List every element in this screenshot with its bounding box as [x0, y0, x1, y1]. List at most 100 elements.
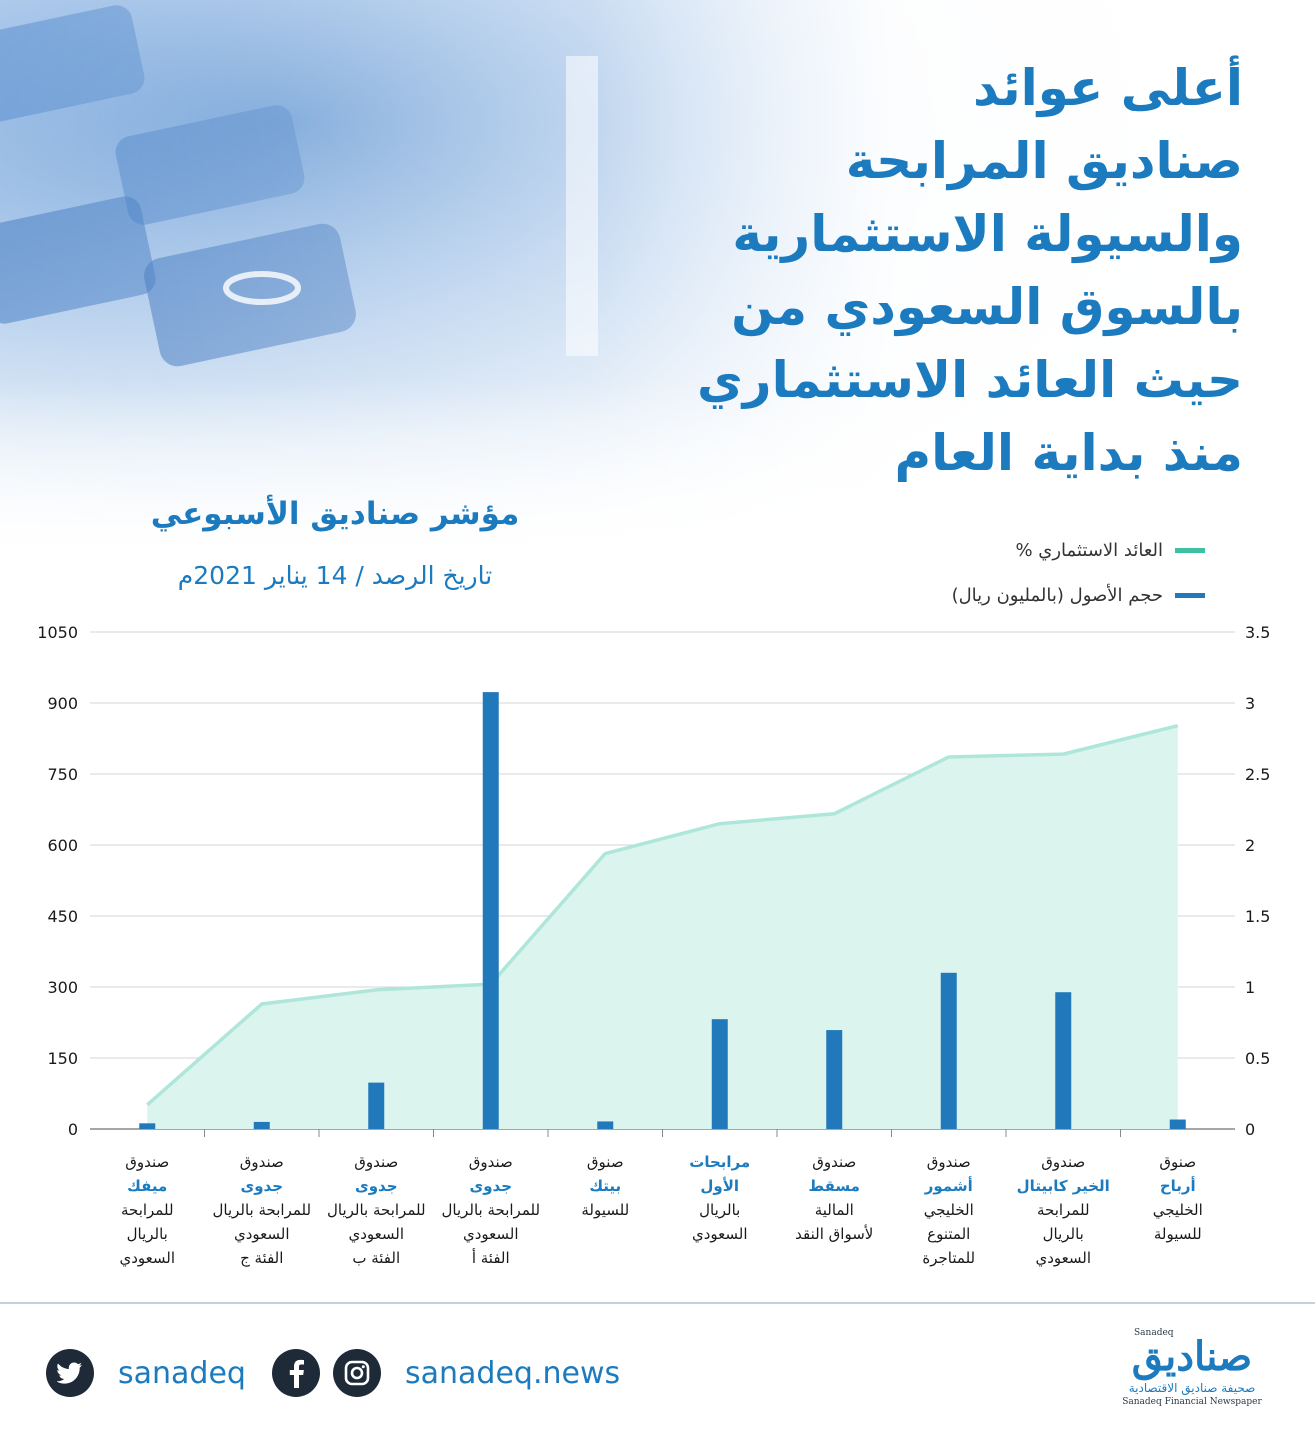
category-label-line: السعودي [1035, 1249, 1091, 1268]
category-label-line: صندوق [927, 1153, 971, 1171]
instagram-icon [333, 1349, 381, 1397]
category-label-line: جدوى [240, 1177, 283, 1195]
right-axis-tick-label: 3.5 [1245, 623, 1270, 642]
category-label-line: للمرابحة بالريال [441, 1201, 540, 1219]
left-axis-tick-label: 300 [47, 978, 78, 997]
category-label-line: الفئة ب [352, 1249, 400, 1267]
category-label-line: صندوق [125, 1153, 169, 1171]
left-axis-tick-label: 900 [47, 694, 78, 713]
legend-swatch-line [1175, 547, 1205, 553]
category-label-line: بالريال [699, 1201, 740, 1219]
hero-background [0, 0, 1315, 560]
title-line: أعلى عوائد [973, 59, 1243, 117]
title-line: بالسوق السعودي من [731, 278, 1243, 336]
facebook-link[interactable] [272, 1348, 320, 1398]
right-axis-tick-label: 2.5 [1245, 765, 1270, 784]
category-label-line: الخير كابيتال [1017, 1177, 1110, 1195]
category-label-line: الأول [700, 1177, 739, 1195]
category-label-line: للمتاجرة [922, 1249, 975, 1267]
category-label-line: بيتك [589, 1177, 621, 1195]
right-axis-tick-label: 3 [1245, 694, 1255, 713]
category-label-line: بالريال [1043, 1225, 1084, 1243]
category-label-line: الخليجي [924, 1201, 974, 1220]
left-axis-tick-label: 1050 [37, 623, 78, 642]
legend-swatch-bar [1175, 592, 1205, 598]
category-label-line: صندوق [812, 1153, 856, 1171]
category-label-line: الخليجي [1153, 1201, 1203, 1220]
legend-item-assets: حجم الأصول (بالمليون ريال) [952, 581, 1205, 609]
left-axis-tick-label: 150 [47, 1049, 78, 1068]
legend-label-return: العائد الاستثماري % [1015, 539, 1163, 561]
sanadeq-logo: Sanadeq صناديق صحيفة صناديق الاقتصادية S… [1112, 1328, 1272, 1418]
category-label-line: جدوى [469, 1177, 512, 1195]
category-label-line: السعودي [463, 1225, 519, 1244]
category-label-line: المتنوع [927, 1225, 970, 1243]
title-line: صناديق المرابحة [845, 132, 1243, 190]
left-axis-tick-label: 0 [68, 1120, 78, 1139]
right-axis-tick-label: 1.5 [1245, 907, 1270, 926]
category-label-line: للسيولة [581, 1201, 629, 1219]
legend-item-return: العائد الاستثماري % [952, 536, 1205, 564]
asset-bar [940, 972, 957, 1129]
category-label-line: للمرابحة [121, 1201, 174, 1219]
twitter-handle: sanadeq [118, 1355, 246, 1391]
twitter-icon [46, 1349, 94, 1397]
category-label: صنوق بيتك للسيولة [581, 1153, 629, 1219]
asset-bar [597, 1121, 614, 1129]
title-line: منذ بداية العام [894, 424, 1243, 482]
category-label-line: السعودي [119, 1249, 175, 1268]
funds-chart: 0 150 300 450 600 750 900 1050 0 0.5 1 1.5 2 2.5 3 3.5 ص… [37, 623, 1270, 1268]
category-label: صندوق مسقط المالية لأسواق النقد [795, 1153, 873, 1243]
category-label-line: للمرابحة بالريال [327, 1201, 426, 1219]
asset-bar [711, 1019, 728, 1129]
right-axis-tick-label: 0.5 [1245, 1049, 1270, 1068]
category-label-line: للمرابحة [1037, 1201, 1090, 1219]
category-label-line: بالريال [127, 1225, 168, 1243]
category-label-line: أشمور [924, 1176, 973, 1195]
logo-tagline-en: Sanadeq Financial Newspaper [1122, 1397, 1262, 1407]
asset-bar [139, 1123, 156, 1129]
left-axis-tick-label: 600 [47, 836, 78, 855]
footer-divider [0, 1302, 1315, 1304]
chart-legend: العائد الاستثماري % حجم الأصول (بالمليون… [952, 536, 1205, 626]
category-label-line: المالية [815, 1201, 854, 1219]
asset-bar [368, 1082, 385, 1129]
category-label: مرابحات الأول بالريال السعودي [689, 1153, 750, 1244]
right-axis-tick-label: 1 [1245, 978, 1255, 997]
category-label-line: مسقط [809, 1177, 860, 1195]
instagram-link[interactable]: sanadeq.news [333, 1348, 620, 1398]
page-title: أعلى عوائد صناديق المرابحة والسيولة الاس… [483, 52, 1243, 490]
category-label-line: الفئة ج [240, 1249, 283, 1268]
return-line [146, 724, 1179, 1107]
asset-bar [1169, 1119, 1186, 1129]
category-label-line: صندوق [469, 1153, 513, 1171]
category-label-line: مرابحات [689, 1153, 750, 1171]
category-label: صندوق جدوى للمرابحة بالريال السعودي الفئة ج [212, 1153, 311, 1268]
category-label-line: للسيولة [1154, 1225, 1202, 1243]
title-line: والسيولة الاستثمارية [732, 205, 1243, 263]
chart-subtitle: مؤشر صناديق الأسبوعي [150, 496, 520, 532]
logo-tagline-ar: صحيفة صناديق الاقتصادية [1128, 1381, 1256, 1395]
twitter-link[interactable]: sanadeq [46, 1348, 246, 1398]
category-label: صندوق ميفك للمرابحة بالريال السعودي [119, 1153, 175, 1268]
left-axis-tick-label: 750 [47, 765, 78, 784]
category-label: صندوق الخير كابيتال للمرابحة بالريال السعودي [1017, 1153, 1110, 1268]
category-label: صنوق أرباح الخليجي للسيولة [1153, 1153, 1203, 1243]
category-label-line: ميفك [127, 1177, 167, 1195]
legend-label-assets: حجم الأصول (بالمليون ريال) [951, 584, 1163, 606]
category-label-line: صندوق [1041, 1153, 1085, 1171]
category-label-line: أرباح [1160, 1176, 1196, 1195]
hero-fade-bottom [0, 380, 1315, 560]
category-label: صندوق جدوى للمرابحة بالريال السعودي الفئة أ [441, 1153, 540, 1267]
facebook-icon [272, 1349, 320, 1397]
category-label-line: جدوى [355, 1177, 398, 1195]
logo-en-mark: Sanadeq [1134, 1328, 1174, 1338]
category-label: صندوق أشمور الخليجي المتنوع للمتاجرة [922, 1153, 975, 1267]
category-label-line: الفئة أ [472, 1248, 510, 1267]
category-label-line: السعودي [348, 1225, 404, 1244]
right-axis-tick-label: 2 [1245, 836, 1255, 855]
logo-arabic: صناديق [1131, 1333, 1253, 1380]
category-label-line: لأسواق النقد [795, 1224, 873, 1243]
category-label-line: صنوق [587, 1153, 624, 1171]
category-label-line: السعودي [234, 1225, 290, 1244]
